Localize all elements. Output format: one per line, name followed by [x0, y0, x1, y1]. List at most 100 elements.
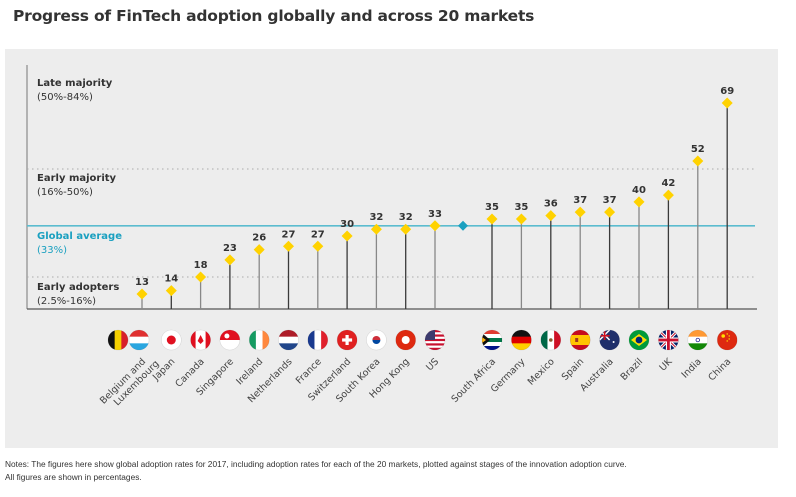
flag-border	[336, 329, 358, 351]
stage-name-label: Late majority	[37, 78, 113, 89]
stage-name-label: Early adopters	[37, 282, 119, 293]
flag-stripe	[482, 334, 502, 339]
flag-border	[366, 329, 387, 351]
flag-leaf	[197, 335, 204, 344]
flag-stripe	[190, 330, 196, 350]
data-point-marker	[136, 288, 148, 300]
data-label: 27	[282, 229, 296, 240]
flag-stripe	[121, 330, 128, 350]
flag-stripe	[425, 341, 445, 344]
data-label: 36	[544, 199, 558, 210]
flag-stripe	[219, 330, 240, 341]
flag-border	[190, 329, 211, 351]
data-point-marker	[165, 285, 177, 297]
flag-border	[307, 329, 329, 351]
flag-stripe	[425, 343, 445, 346]
data-label: 33	[428, 209, 442, 220]
flag-stripe	[249, 330, 257, 350]
flag-flower	[401, 336, 410, 344]
flag-border	[248, 329, 270, 351]
data-point-marker	[400, 223, 412, 235]
flag-stripe	[425, 338, 445, 342]
data-point-marker	[486, 213, 498, 225]
category-label: Belgium andLuxembourg	[98, 351, 162, 415]
data-label: 32	[399, 212, 413, 223]
flag-star	[728, 338, 730, 340]
data-point-marker	[574, 206, 586, 218]
data-label: 18	[194, 260, 208, 271]
category-label: UK	[657, 356, 675, 374]
south-africa-flag	[482, 330, 502, 350]
category-label: Brazil	[619, 356, 646, 383]
stage-name-label: Global average	[37, 231, 122, 242]
flag-stripe	[321, 330, 328, 350]
data-point-group: 35 South Africa	[450, 202, 503, 405]
flag-border	[278, 329, 299, 351]
chart-title: Progress of FinTech adoption globally an…	[13, 7, 535, 25]
mexico-flag	[540, 330, 561, 350]
data-label: 13	[135, 277, 149, 288]
flag-stripe	[307, 330, 315, 350]
flag-stripe	[108, 330, 115, 350]
flag-stripe	[205, 330, 211, 350]
flag-stripe	[687, 343, 708, 350]
flag-stripe	[575, 338, 579, 342]
data-label: 37	[603, 195, 617, 206]
category-label: Spain	[560, 356, 587, 383]
flag-border	[569, 329, 591, 351]
data-label: 37	[573, 195, 587, 206]
flag-stripe	[129, 330, 149, 337]
spain-flag	[570, 330, 591, 350]
data-point-marker	[253, 244, 265, 256]
chart-notes: Notes: The figures here show global adop…	[5, 458, 627, 484]
stage-range-label: (33%)	[37, 245, 67, 256]
flag-stripe	[511, 343, 532, 350]
flag-triangle	[482, 337, 486, 343]
data-point-marker	[662, 189, 674, 201]
data-label: 40	[632, 185, 646, 196]
south-korea-flag	[366, 330, 387, 350]
data-point-marker	[224, 254, 236, 266]
japan-flag	[161, 330, 182, 350]
flag-stripe	[482, 346, 502, 350]
belgium-flag	[108, 330, 128, 350]
data-label: 30	[340, 219, 354, 230]
data-point-group: 69 China	[706, 86, 738, 383]
data-point-marker	[341, 230, 353, 242]
flag-star	[721, 334, 725, 338]
data-point-marker	[545, 210, 557, 222]
data-label: 35	[485, 202, 499, 213]
flag-stripe	[129, 343, 149, 350]
flag-border	[628, 329, 650, 351]
flag-stripe	[482, 330, 502, 335]
netherlands-flag	[278, 330, 299, 350]
flag-crescent	[224, 333, 230, 339]
data-label: 52	[691, 144, 705, 155]
flag-border	[161, 329, 182, 351]
flag-stripe	[687, 330, 708, 337]
global-average-marker	[458, 220, 468, 231]
flag-stripe	[603, 330, 606, 340]
data-point-marker	[721, 97, 733, 109]
germany-flag	[511, 330, 532, 350]
flag-border	[716, 329, 738, 351]
data-point-marker	[370, 223, 382, 235]
data-label: 23	[223, 243, 237, 254]
flag-border	[540, 329, 562, 351]
notes-line-2: All figures are shown in percentages.	[5, 472, 142, 482]
data-label: 27	[311, 229, 325, 240]
notes-line-1: Notes: The figures here show global adop…	[5, 459, 627, 469]
brazil-flag	[629, 330, 649, 350]
flag-stripe	[658, 338, 679, 342]
stage-range-label: (50%-84%)	[37, 92, 93, 103]
flag-stripe	[278, 336, 299, 344]
singapore-flag	[219, 330, 240, 350]
flag-stripe	[570, 335, 591, 345]
flag-stripe	[262, 330, 270, 350]
flag-taeguk	[372, 336, 381, 340]
data-label: 26	[252, 233, 266, 244]
flag-stripe	[554, 330, 561, 350]
